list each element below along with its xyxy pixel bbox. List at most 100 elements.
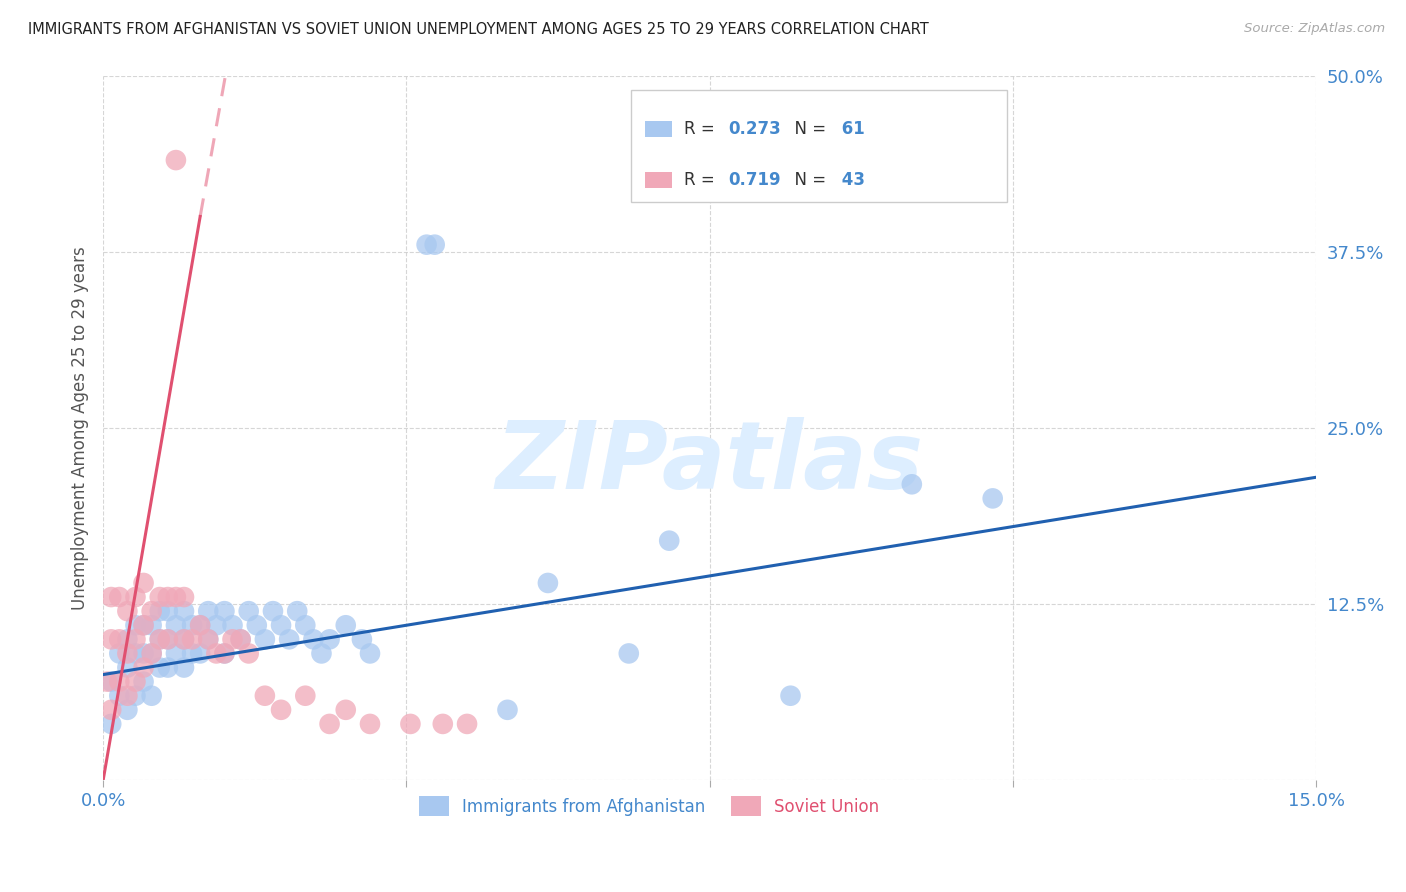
Point bbox=[285, 604, 308, 618]
Point bbox=[108, 689, 131, 703]
Point bbox=[156, 660, 179, 674]
Point bbox=[173, 632, 195, 647]
Point bbox=[149, 660, 172, 674]
Point bbox=[117, 647, 139, 661]
Point bbox=[221, 632, 243, 647]
Point bbox=[188, 618, 211, 632]
Point bbox=[302, 632, 325, 647]
Point bbox=[318, 717, 340, 731]
Point bbox=[132, 618, 155, 632]
Point bbox=[108, 674, 131, 689]
Point bbox=[141, 647, 163, 661]
Point bbox=[294, 618, 316, 632]
Point bbox=[238, 604, 260, 618]
Point bbox=[156, 632, 179, 647]
Point bbox=[117, 660, 139, 674]
Text: 0.273: 0.273 bbox=[728, 120, 780, 138]
Point bbox=[100, 703, 122, 717]
Bar bbox=[645, 172, 672, 187]
Point bbox=[165, 618, 187, 632]
Point bbox=[141, 689, 163, 703]
Text: 61: 61 bbox=[835, 120, 865, 138]
Point bbox=[132, 647, 155, 661]
Point bbox=[124, 632, 146, 647]
Point bbox=[270, 618, 292, 632]
Point bbox=[173, 660, 195, 674]
Point bbox=[456, 717, 478, 731]
Point bbox=[262, 604, 284, 618]
Point bbox=[108, 632, 131, 647]
Point bbox=[149, 590, 172, 604]
Point bbox=[205, 618, 228, 632]
Point bbox=[205, 647, 228, 661]
Point bbox=[537, 576, 560, 591]
Point bbox=[149, 604, 172, 618]
Point bbox=[132, 576, 155, 591]
Point bbox=[149, 632, 172, 647]
Point bbox=[100, 632, 122, 647]
Point bbox=[124, 590, 146, 604]
Point bbox=[901, 477, 924, 491]
Point bbox=[165, 647, 187, 661]
Text: ZIPatlas: ZIPatlas bbox=[495, 417, 924, 509]
Point bbox=[270, 703, 292, 717]
Point bbox=[197, 632, 219, 647]
Point bbox=[214, 647, 236, 661]
Point bbox=[335, 703, 357, 717]
Point bbox=[156, 604, 179, 618]
Point bbox=[229, 632, 252, 647]
Point bbox=[124, 618, 146, 632]
Point bbox=[335, 618, 357, 632]
Bar bbox=[645, 121, 672, 136]
Point bbox=[181, 632, 204, 647]
Text: 0.719: 0.719 bbox=[728, 171, 780, 189]
Point bbox=[108, 647, 131, 661]
Text: N =: N = bbox=[783, 120, 831, 138]
Point bbox=[181, 618, 204, 632]
Text: 43: 43 bbox=[835, 171, 865, 189]
Point bbox=[246, 618, 269, 632]
Point bbox=[423, 237, 446, 252]
Point bbox=[214, 604, 236, 618]
Text: Source: ZipAtlas.com: Source: ZipAtlas.com bbox=[1244, 22, 1385, 36]
Point bbox=[124, 674, 146, 689]
Point bbox=[173, 590, 195, 604]
Bar bbox=[631, 89, 1007, 202]
Point bbox=[156, 590, 179, 604]
Y-axis label: Unemployment Among Ages 25 to 29 years: Unemployment Among Ages 25 to 29 years bbox=[72, 246, 89, 610]
Text: R =: R = bbox=[685, 171, 720, 189]
Point bbox=[117, 632, 139, 647]
Point bbox=[124, 689, 146, 703]
Point bbox=[197, 632, 219, 647]
Point bbox=[132, 660, 155, 674]
Point bbox=[100, 717, 122, 731]
Point bbox=[173, 604, 195, 618]
Point bbox=[253, 689, 276, 703]
Legend: Immigrants from Afghanistan, Soviet Union: Immigrants from Afghanistan, Soviet Unio… bbox=[411, 788, 887, 825]
Text: N =: N = bbox=[783, 171, 831, 189]
Point bbox=[221, 618, 243, 632]
Point bbox=[141, 604, 163, 618]
Point bbox=[779, 689, 801, 703]
Point bbox=[278, 632, 301, 647]
Point bbox=[100, 590, 122, 604]
Point bbox=[117, 703, 139, 717]
Point bbox=[432, 717, 454, 731]
Point bbox=[100, 674, 122, 689]
Point bbox=[350, 632, 373, 647]
Text: R =: R = bbox=[685, 120, 720, 138]
Point bbox=[132, 618, 155, 632]
Text: IMMIGRANTS FROM AFGHANISTAN VS SOVIET UNION UNEMPLOYMENT AMONG AGES 25 TO 29 YEA: IMMIGRANTS FROM AFGHANISTAN VS SOVIET UN… bbox=[28, 22, 929, 37]
Point bbox=[188, 618, 211, 632]
Point bbox=[617, 647, 640, 661]
Point bbox=[311, 647, 333, 661]
Point bbox=[124, 647, 146, 661]
Point bbox=[197, 604, 219, 618]
Point bbox=[238, 647, 260, 661]
Point bbox=[149, 632, 172, 647]
Point bbox=[141, 618, 163, 632]
Point bbox=[188, 647, 211, 661]
Point bbox=[181, 647, 204, 661]
Point bbox=[359, 647, 381, 661]
Point bbox=[165, 153, 187, 167]
